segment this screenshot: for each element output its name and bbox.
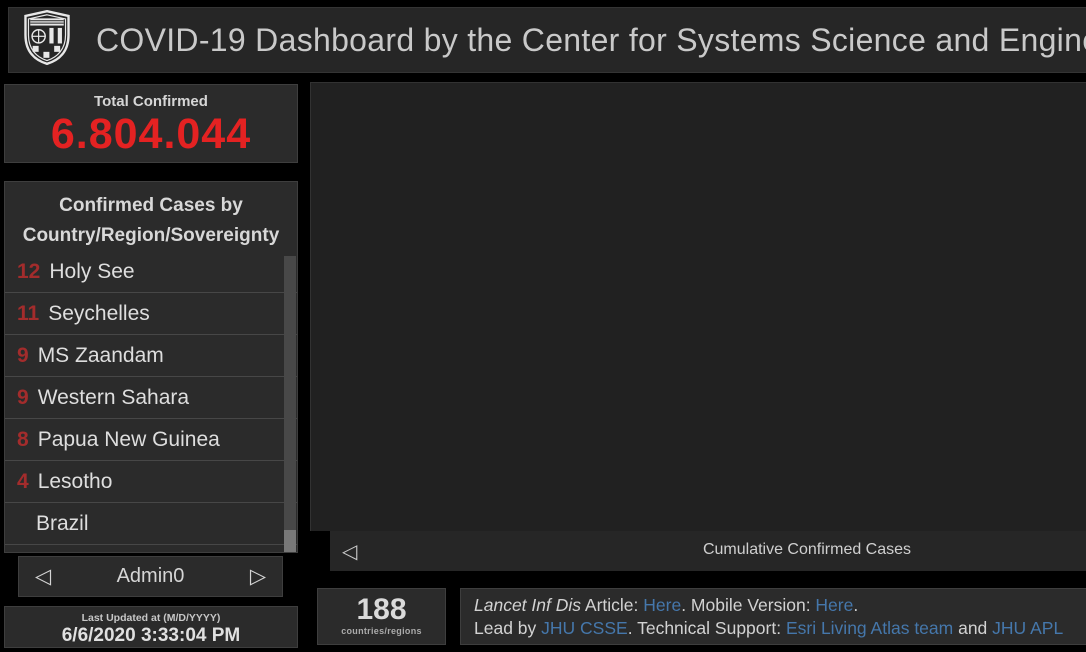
countries-count-label: countries/regions [341, 626, 422, 636]
chevron-right-icon[interactable]: ▷ [249, 565, 266, 588]
chevron-left-icon[interactable]: ◁ [35, 565, 52, 588]
country-list-title: Confirmed Cases by Country/Region/Sovere… [5, 182, 297, 251]
countries-count: 188 [356, 593, 407, 626]
dashboard-title: COVID-19 Dashboard by the Center for Sys… [96, 21, 1086, 58]
chevron-left-icon[interactable]: ◁ [342, 541, 358, 563]
case-count: 12 [17, 259, 41, 283]
case-count: 11 [17, 301, 40, 325]
info-lines: Lancet Inf Dis Article: Here. Mobile Ver… [474, 594, 1086, 640]
map-notch [310, 531, 330, 572]
country-list: 12 Holy See 11 Seychelles 9 MS Zaandam 9… [5, 251, 297, 545]
total-confirmed-count: 6.804.044 [50, 110, 252, 158]
case-count: 8 [17, 427, 29, 451]
country-list-item[interactable]: 9 Western Sahara [5, 377, 297, 419]
country-list-item[interactable]: Brazil [5, 503, 297, 545]
list-scrollbar-thumb[interactable] [284, 530, 296, 552]
country-list-item[interactable]: 11 Seychelles [5, 293, 297, 335]
info-panel: Lancet Inf Dis Article: Here. Mobile Ver… [460, 588, 1086, 645]
map-bottom-bar-title: Cumulative Confirmed Cases [702, 541, 912, 558]
info-text: Lead by [474, 618, 542, 638]
country-list-item[interactable]: 9 MS Zaandam [5, 335, 297, 377]
link[interactable]: JHU APL [992, 618, 1064, 638]
country-name: Brazil [36, 511, 89, 535]
admin-level-nav: ◁ Admin0 ▷ [18, 556, 283, 597]
country-list-item[interactable]: 8 Papua New Guinea [5, 419, 297, 461]
country-name: Holy See [49, 259, 135, 283]
info-text: Article: [581, 595, 644, 615]
last-updated-value: 6/6/2020 3:33:04 PM [61, 625, 241, 646]
app-header: COVID-19 Dashboard by the Center for Sys… [8, 7, 1086, 73]
country-name: Lesotho [37, 469, 113, 493]
confirmed-by-country-panel: Confirmed Cases by Country/Region/Sovere… [4, 181, 298, 553]
map-area[interactable] [310, 82, 1086, 571]
case-count: 9 [17, 343, 29, 367]
info-text: Lancet Inf Dis [474, 595, 581, 615]
link[interactable]: JHU CSSE [541, 618, 628, 638]
info-text: . Mobile Version: [681, 595, 816, 615]
link[interactable]: Here [815, 595, 854, 615]
jhu-shield-icon [22, 9, 72, 70]
info-text: . Technical Support: [627, 618, 786, 638]
last-updated-label: Last Updated at (M/D/YYYY) [81, 612, 221, 624]
total-confirmed-label: Total Confirmed [94, 93, 208, 110]
list-scrollbar[interactable] [284, 256, 296, 552]
link[interactable]: Esri Living Atlas team [785, 618, 954, 638]
case-count: 4 [17, 469, 29, 493]
info-text: . [853, 595, 859, 615]
info-text: and [953, 618, 993, 638]
countries-count-panel: 188 countries/regions [317, 588, 446, 645]
country-name: Western Sahara [37, 385, 190, 409]
last-updated-panel: Last Updated at (M/D/YYYY) 6/6/2020 3:33… [4, 606, 298, 648]
country-list-item[interactable]: 4 Lesotho [5, 461, 297, 503]
admin-level-label: Admin0 [116, 565, 185, 587]
map-bottom-bar: ◁ Cumulative Confirmed Cases [330, 531, 1086, 571]
case-count: 9 [17, 385, 29, 409]
country-list-title-line2: Country/Region/Sovereignty [22, 225, 280, 246]
country-name: Seychelles [48, 301, 150, 325]
country-name: MS Zaandam [37, 343, 164, 367]
country-name: Papua New Guinea [37, 427, 220, 451]
total-confirmed-panel: Total Confirmed 6.804.044 [4, 84, 298, 163]
country-list-item[interactable]: 12 Holy See [5, 251, 297, 293]
country-list-title-line1: Confirmed Cases by [59, 195, 243, 216]
link[interactable]: Here [643, 595, 682, 615]
